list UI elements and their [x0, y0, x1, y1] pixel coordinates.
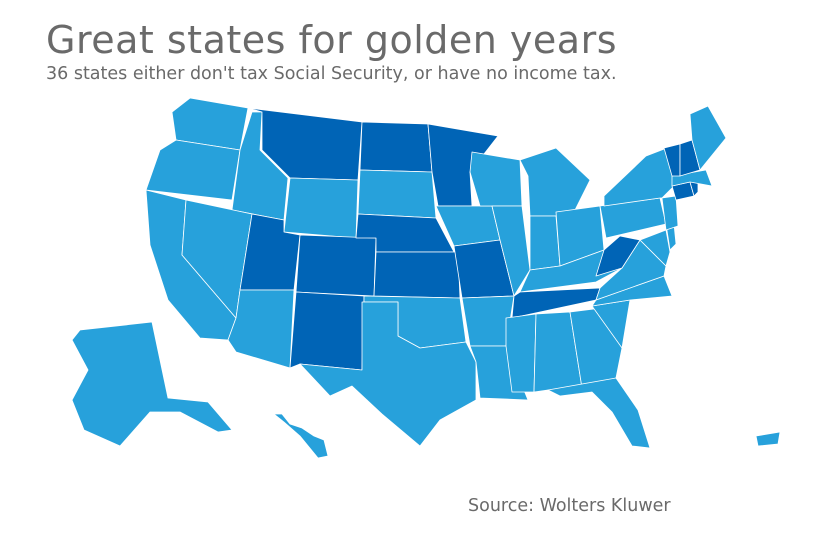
source-note: Source: Wolters Kluwer — [468, 496, 671, 516]
state-ma — [671, 169, 713, 187]
map-subtitle: 36 states either don't tax Social Securi… — [46, 64, 617, 84]
map-title: Great states for golden years — [46, 18, 618, 62]
state-me — [689, 105, 727, 171]
state-ks — [373, 251, 461, 299]
state-il — [491, 205, 531, 297]
state-in — [529, 215, 561, 271]
state-sd — [357, 169, 437, 219]
state-md — [639, 229, 671, 267]
state-wv — [595, 235, 641, 277]
state-az — [227, 289, 295, 369]
state-fl — [547, 377, 651, 449]
state-ny — [603, 145, 677, 207]
state-ms — [505, 313, 537, 393]
state-nd — [359, 121, 433, 173]
state-wy — [283, 177, 359, 239]
state-tx — [299, 301, 477, 447]
state-mi — [519, 147, 591, 217]
state-or — [145, 139, 241, 201]
state-ak — [71, 321, 233, 447]
state-co — [295, 234, 377, 297]
state-pr — [755, 431, 781, 447]
state-nm — [289, 291, 365, 371]
state-nj — [661, 195, 679, 231]
state-hi — [273, 413, 329, 459]
state-wi — [469, 151, 523, 207]
